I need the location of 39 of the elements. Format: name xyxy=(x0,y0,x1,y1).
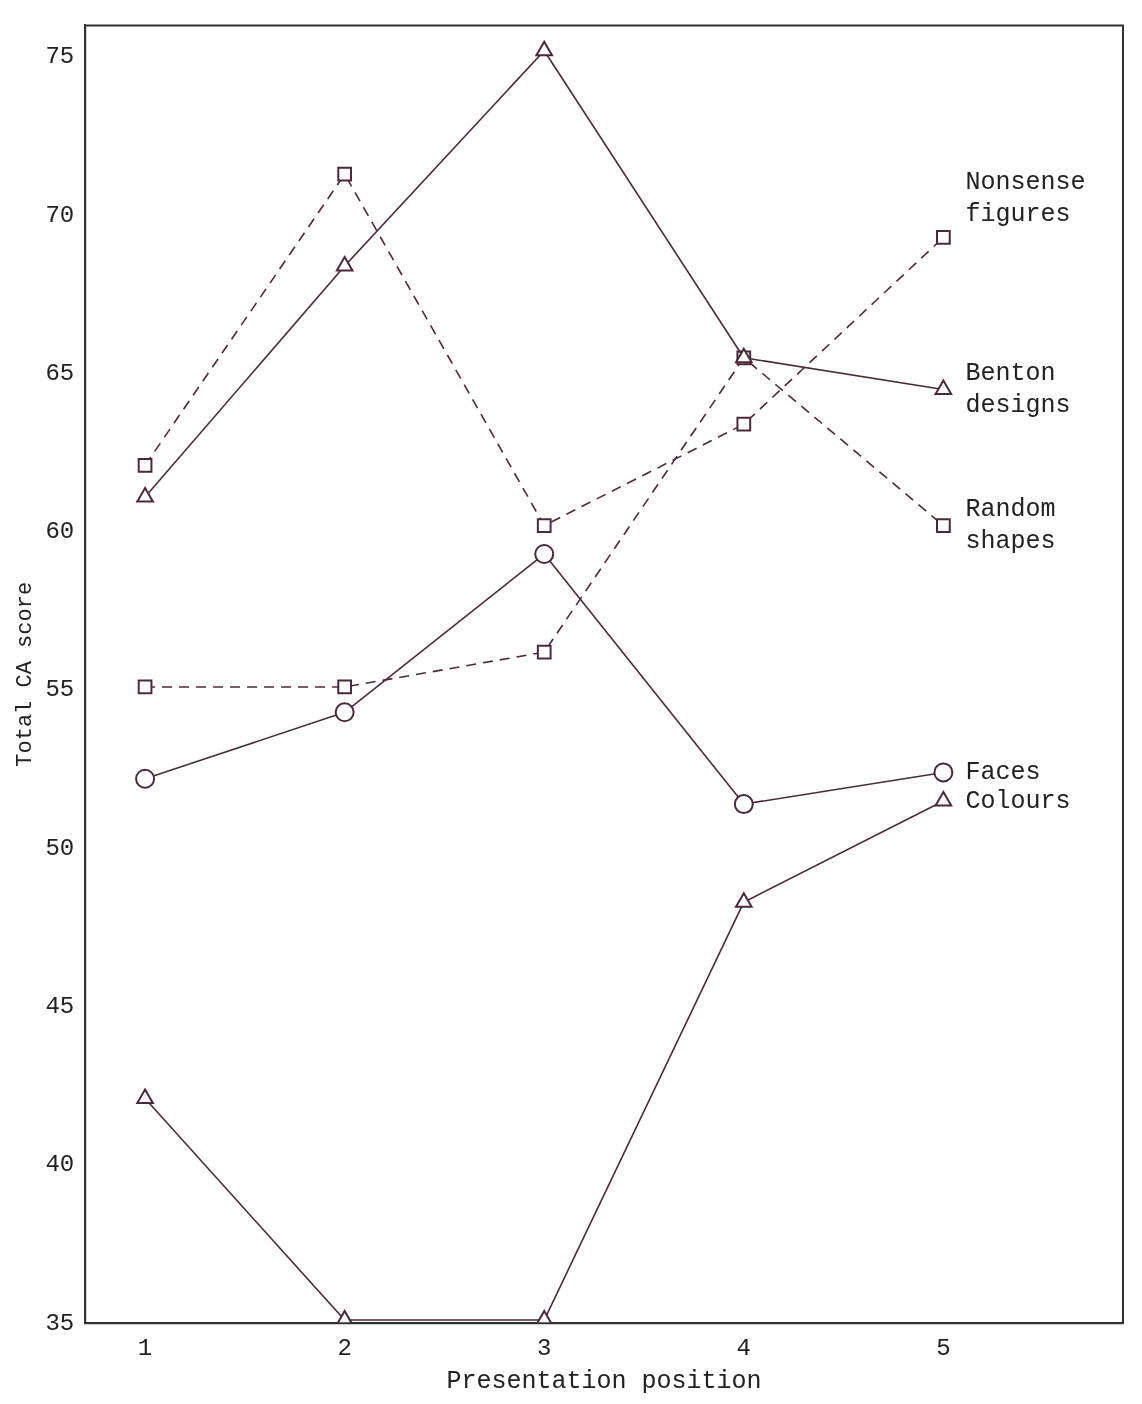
point xyxy=(136,487,154,503)
point xyxy=(137,679,153,695)
point xyxy=(936,518,951,533)
y-tick-label: 55 xyxy=(45,676,75,704)
y-tick-label: 35 xyxy=(45,1309,75,1337)
point xyxy=(735,892,753,908)
point xyxy=(337,166,353,182)
point xyxy=(534,544,555,565)
point xyxy=(936,230,951,245)
point xyxy=(137,458,153,473)
point xyxy=(736,416,752,432)
x-tick-label: 5 xyxy=(936,1334,951,1362)
y-tick-label: 40 xyxy=(45,1151,75,1179)
series-label: Nonsense figures xyxy=(965,168,1086,230)
point xyxy=(733,794,754,815)
x-tick-label: 4 xyxy=(736,1334,752,1362)
x-tick-label: 1 xyxy=(137,1334,153,1362)
series-label: Colours xyxy=(965,786,1071,816)
x-axis-title: Presentation position xyxy=(446,1366,762,1396)
point xyxy=(934,790,953,807)
point xyxy=(135,768,156,789)
series-label: Benton designs xyxy=(965,359,1071,421)
series-label: Random shapes xyxy=(965,495,1056,557)
x-tick-label: 2 xyxy=(337,1334,352,1362)
point xyxy=(337,679,353,695)
point xyxy=(536,518,552,533)
series-label: Faces xyxy=(965,758,1041,788)
point xyxy=(334,702,355,723)
y-tick-label: 50 xyxy=(45,834,75,862)
y-axis-title: Total CA score xyxy=(13,581,39,767)
y-tick-label: 45 xyxy=(45,993,75,1021)
point xyxy=(536,644,552,660)
y-tick-label: 70 xyxy=(45,201,75,229)
y-tick-label: 65 xyxy=(45,359,75,387)
x-tick-label: 3 xyxy=(537,1334,552,1362)
y-tick-label: 60 xyxy=(45,518,75,546)
y-tick-label: 75 xyxy=(45,43,75,71)
point xyxy=(136,1088,154,1104)
point xyxy=(933,762,954,783)
